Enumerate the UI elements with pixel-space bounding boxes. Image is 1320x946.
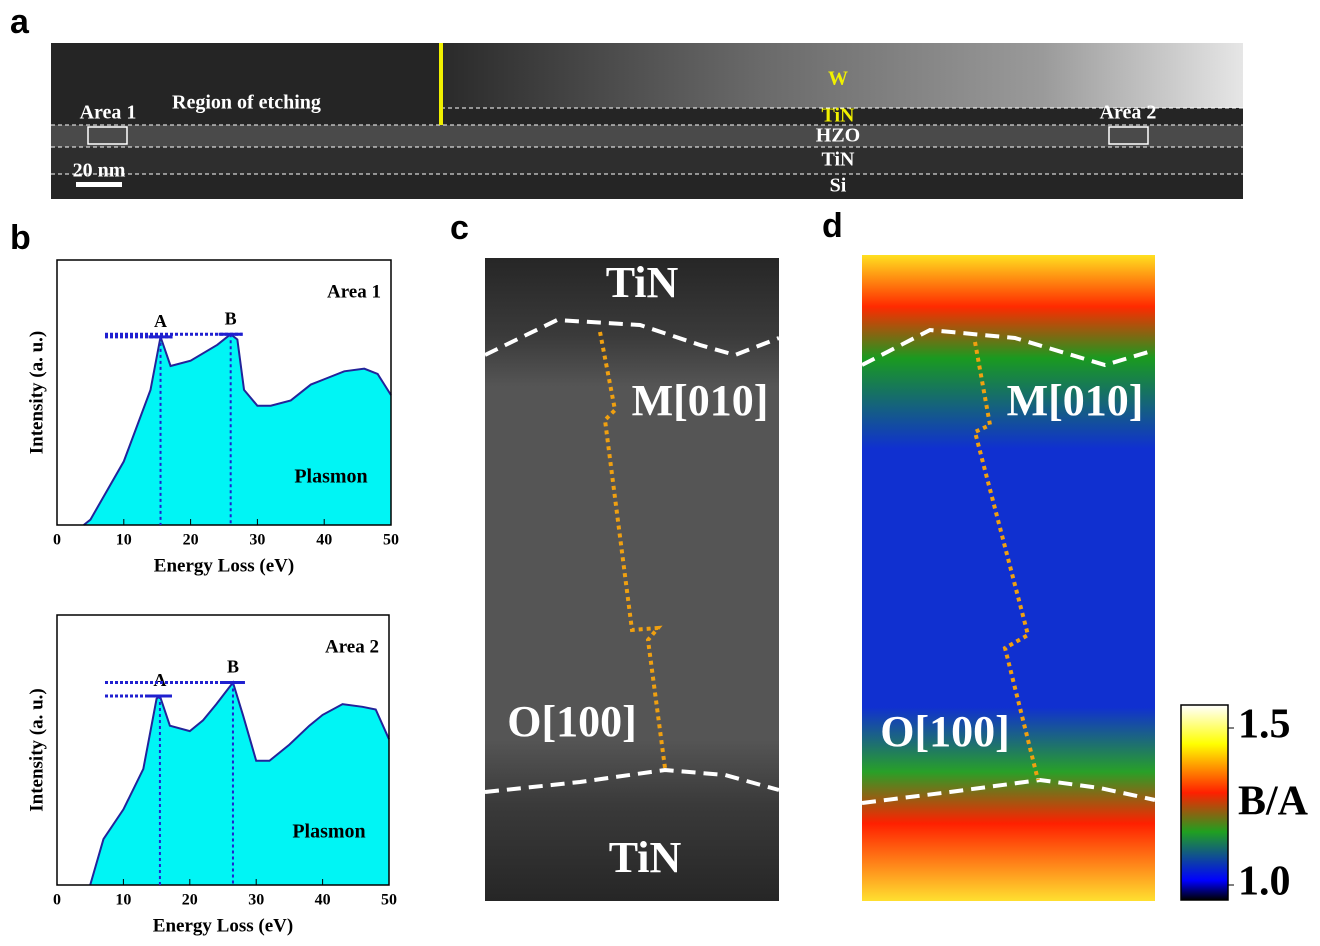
- x-tick-label: 40: [316, 532, 332, 549]
- x-tick-label: 40: [315, 892, 331, 909]
- peak-label: B: [227, 657, 239, 677]
- layer-label: TiN: [606, 258, 679, 307]
- peak-label: A: [154, 311, 167, 331]
- x-tick-label: 20: [183, 532, 199, 549]
- phase-label: M[010]: [632, 376, 769, 425]
- x-tick-label: 50: [383, 532, 399, 549]
- x-axis-label: Energy Loss (eV): [153, 915, 293, 936]
- layer-label: Si: [830, 175, 847, 197]
- chart-title: Area 2: [325, 636, 379, 657]
- x-tick-label: 10: [116, 532, 132, 549]
- peak-label: B: [225, 308, 237, 328]
- layer-label: TiN: [822, 105, 856, 127]
- phase-label: O[100]: [507, 697, 637, 746]
- layer-label: TiN: [822, 149, 856, 171]
- y-axis-label: Intensity (a. u.): [26, 331, 47, 455]
- layer-label: HZO: [816, 125, 860, 147]
- panel-c-image: [485, 258, 779, 901]
- peak-label: A: [153, 670, 166, 690]
- x-tick-label: 50: [381, 892, 397, 909]
- x-tick-label: 30: [249, 532, 265, 549]
- panel-a-image: [51, 43, 1243, 199]
- scale-bar-label: 20 nm: [73, 160, 126, 182]
- phase-label: M[010]: [1007, 376, 1144, 425]
- y-axis-label: Intensity (a. u.): [26, 688, 47, 812]
- x-tick-label: 0: [53, 892, 61, 909]
- x-tick-label: 20: [182, 892, 198, 909]
- panel-letter: d: [822, 207, 843, 245]
- panel-letter: c: [450, 209, 469, 247]
- area-label: Area 2: [1100, 102, 1157, 124]
- panel-d-image: [862, 255, 1228, 901]
- annotation: Plasmon: [294, 466, 367, 488]
- panel-letter: b: [10, 219, 31, 257]
- area-fill: [84, 334, 391, 525]
- colorbar-tick-label: 1.0: [1238, 859, 1291, 905]
- x-tick-label: 10: [115, 892, 131, 909]
- layer-label: TiN: [609, 833, 682, 882]
- phase-label: O[100]: [880, 707, 1010, 756]
- x-tick-label: 0: [53, 532, 61, 549]
- annotation: Plasmon: [292, 821, 365, 843]
- colorbar-label: B/A: [1238, 779, 1309, 825]
- figure: a b c d Region of etching Area 1 Area 2 …: [0, 0, 1320, 946]
- area-label: Area 1: [80, 102, 137, 124]
- x-tick-label: 30: [248, 892, 264, 909]
- colorbar-tick-label: 1.5: [1238, 702, 1291, 748]
- x-axis-label: Energy Loss (eV): [154, 555, 294, 576]
- layer-label: W: [828, 68, 848, 90]
- region-label: Region of etching: [172, 92, 321, 114]
- chart-title: Area 1: [327, 281, 381, 302]
- panel-letter: a: [10, 3, 30, 41]
